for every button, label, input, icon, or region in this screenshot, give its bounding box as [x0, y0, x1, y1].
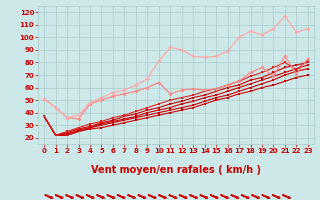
X-axis label: Vent moyen/en rafales ( km/h ): Vent moyen/en rafales ( km/h ): [91, 165, 261, 175]
